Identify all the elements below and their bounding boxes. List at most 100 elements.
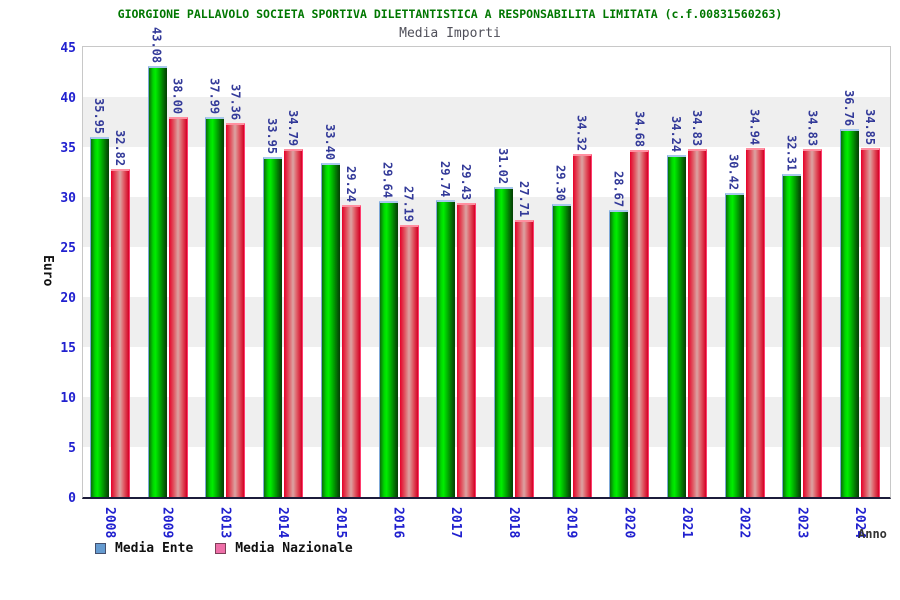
x-tick-label: 2020 <box>621 507 637 539</box>
bar-value-label: 28.67 <box>611 170 626 207</box>
chart-subtitle: Media Importi <box>399 26 501 41</box>
bar-value-label: 37.36 <box>228 83 243 120</box>
bar-value-label: 34.83 <box>690 109 704 146</box>
bar-value-label: 34.24 <box>669 115 683 152</box>
y-tick-label: 10 <box>60 391 76 406</box>
y-axis-label: Euro <box>40 255 55 287</box>
bar-value-label: 34.32 <box>574 114 589 151</box>
x-tick-label: 2021 <box>679 507 694 539</box>
chart-title: GIORGIONE PALLAVOLO SOCIETA SPORTIVA DIL… <box>117 7 783 21</box>
bar <box>803 149 823 497</box>
grid-band <box>83 97 890 147</box>
bar <box>90 137 109 497</box>
bar-value-label: 34.94 <box>747 108 762 145</box>
y-tick-label: 30 <box>60 191 76 206</box>
grid-band <box>83 347 890 397</box>
bar-value-label: 43.08 <box>149 26 164 63</box>
grid-band <box>83 397 890 447</box>
bar-value-label: 27.19 <box>401 185 416 222</box>
y-tick-label: 5 <box>68 441 76 456</box>
grid-band <box>83 197 890 247</box>
bar <box>320 163 340 497</box>
bar <box>688 149 707 497</box>
x-tick-label: 2015 <box>332 507 348 539</box>
grid-band <box>83 447 890 497</box>
bar-value-label: 29.64 <box>380 161 395 198</box>
bar <box>111 169 130 497</box>
bar-value-label: 34.85 <box>863 108 878 145</box>
bar-value-label: 35.95 <box>92 97 106 134</box>
x-tick-label: 2018 <box>505 507 521 539</box>
bar <box>745 148 765 497</box>
bar <box>457 203 477 497</box>
y-tick-label: 45 <box>60 41 76 56</box>
legend-item-media-ente: Media Ente <box>95 541 193 556</box>
x-tick-label: 2022 <box>736 507 752 539</box>
grid-band <box>83 147 890 197</box>
bar-value-label: 31.02 <box>495 147 510 184</box>
y-tick-label: 25 <box>60 241 76 256</box>
bar <box>399 225 419 497</box>
x-tick-label: 2014 <box>275 507 291 539</box>
bar-value-label: 30.42 <box>726 153 741 190</box>
bar-value-label: 32.31 <box>784 134 799 171</box>
bar-value-label: 36.76 <box>842 89 857 126</box>
media-ente-swatch-icon <box>95 543 106 554</box>
bar-value-label: 38.00 <box>170 77 185 114</box>
bar <box>861 148 881 497</box>
bar <box>514 220 534 497</box>
bar <box>205 117 225 497</box>
plot-area: 35.95 32.82 43.08 38.00 37.99 37.36 33.95 34.79… <box>82 27 891 499</box>
x-tick-label: 2017 <box>448 507 464 539</box>
bar <box>782 174 802 497</box>
bar <box>724 193 744 497</box>
grid-band <box>83 297 890 347</box>
legend-label: Media Ente <box>115 541 194 556</box>
y-tick-label: 20 <box>60 291 76 306</box>
grid-band <box>83 247 890 297</box>
x-tick-label: 2013 <box>217 507 233 539</box>
bar <box>493 187 513 497</box>
bar-value-label: 33.95 <box>265 117 280 154</box>
bar <box>378 201 398 497</box>
x-tick-label: 2019 <box>563 507 579 539</box>
bar <box>341 205 361 497</box>
bar <box>226 123 246 497</box>
bar-value-label: 29.30 <box>553 164 568 201</box>
bar-value-label: 27.71 <box>516 180 531 217</box>
bar <box>263 157 283 497</box>
x-tick-label: 2009 <box>159 507 175 539</box>
legend-label: Media Nazionale <box>235 541 353 556</box>
legend: Media Ente Media Nazionale <box>95 541 353 556</box>
bar-value-label: 34.68 <box>632 110 647 147</box>
bar-value-label: 33.40 <box>322 123 337 160</box>
x-tick-label: 2016 <box>390 507 406 539</box>
bar-value-label: 37.99 <box>207 77 222 114</box>
bar <box>284 149 304 497</box>
bar <box>147 66 167 497</box>
bar <box>630 150 650 497</box>
x-tick-label: 2008 <box>102 507 117 539</box>
bar-value-label: 34.79 <box>286 109 301 146</box>
media-nazionale-swatch-icon <box>215 543 227 554</box>
bar-value-label: 32.82 <box>113 129 127 166</box>
y-tick-label: 35 <box>60 141 76 156</box>
bar <box>168 117 188 497</box>
y-tick-label: 40 <box>60 91 76 106</box>
bar <box>667 155 686 497</box>
grid-band <box>83 47 890 97</box>
bar-value-label: 29.74 <box>438 160 453 197</box>
legend-item-media-nazionale: Media Nazionale <box>215 541 353 556</box>
x-tick-label: 2024 <box>852 507 868 539</box>
bar <box>551 204 571 497</box>
y-tick-label: 15 <box>60 341 76 356</box>
bar-value-label: 34.83 <box>805 109 820 146</box>
bar-value-label: 29.24 <box>343 165 358 202</box>
bar <box>840 129 860 497</box>
bar-value-label: 29.43 <box>459 163 474 200</box>
x-axis-label: Anno <box>858 527 887 541</box>
y-tick-label: 0 <box>68 491 76 506</box>
bar <box>609 210 629 497</box>
bar <box>572 154 592 497</box>
